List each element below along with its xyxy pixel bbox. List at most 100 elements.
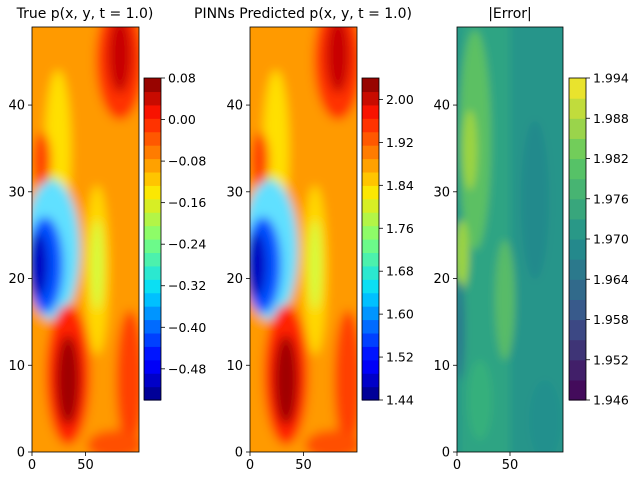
panel-2-x-tick-label: 50 (295, 458, 312, 473)
colorbar-2-swatch (362, 319, 379, 334)
colorbar-3-swatch (569, 239, 586, 260)
colorbar-1-swatch (144, 332, 161, 347)
panel-2-y-tick-label: 20 (226, 272, 243, 287)
panel-2-heatmap (250, 27, 357, 452)
colorbar-2-swatch (362, 185, 379, 200)
panel-3-title: |Error| (488, 6, 532, 22)
colorbar-1-tick-label: −0.40 (168, 320, 206, 335)
colorbar-1-swatch (144, 239, 161, 254)
colorbar-3-swatch (569, 279, 586, 300)
colorbar-3-swatch (569, 259, 586, 280)
panel-1-y-axis: 0 10 20 30 40 (8, 99, 32, 461)
colorbar-2-tick-label: 1.68 (386, 264, 414, 279)
colorbar-2-swatch (362, 373, 379, 388)
colorbar-1-swatch (144, 171, 161, 186)
panel-3-heatmap (457, 27, 563, 452)
colorbar-2-swatch (362, 198, 379, 213)
colorbar-2-swatch (362, 265, 379, 280)
colorbar-3-swatch (569, 319, 586, 341)
panel-2-x-axis: 0 50 (246, 452, 312, 473)
colorbar-2-tick-label: 1.52 (386, 350, 414, 365)
colorbar-2-swatch (362, 386, 379, 401)
colorbar-3-swatch (569, 178, 586, 200)
colorbar-1-tick-label: 0.08 (168, 71, 196, 86)
panel-2-y-axis: 0 10 20 30 40 (226, 99, 250, 461)
colorbar-1-swatch (144, 104, 161, 119)
colorbar-2-swatch (362, 212, 379, 227)
colorbar-2-swatch (362, 279, 379, 294)
panel-3-x-axis: 0 50 (453, 452, 518, 473)
colorbar-1-swatch (144, 279, 161, 294)
panel-3-x-tick-label: 0 (453, 458, 461, 473)
colorbar-3-tick-label: 1.994 (593, 71, 629, 86)
colorbar-3-tick-label: 1.988 (593, 111, 629, 126)
panel-2-y-tick-label: 40 (226, 99, 243, 114)
colorbar-2-tick-label: 1.44 (386, 393, 414, 408)
colorbar-2-swatch (362, 225, 379, 240)
colorbar-2-swatch (362, 306, 379, 321)
colorbar-3-tick-label: 1.970 (593, 232, 629, 247)
panel-2-title: PINNs Predicted p(x, y, t = 1.0) (194, 6, 412, 22)
colorbar-2-frame (361, 77, 380, 401)
colorbar-2-swatch (362, 91, 379, 106)
colorbar-2-tick-label: 1.92 (386, 135, 414, 150)
colorbar-1: 0.08 0.00 −0.08 −0.16 −0.24 −0.32 −0.40 −0.48 (143, 71, 206, 401)
colorbar-2-swatch (362, 158, 379, 173)
colorbar-1-frame (143, 77, 162, 401)
panel-3-x-tick-label: 50 (502, 458, 519, 473)
panel-1-heatmap (32, 27, 139, 452)
colorbar-2-swatch (362, 292, 379, 307)
colorbar-3-tick-label: 1.982 (593, 151, 629, 166)
panel-1-frame (31, 26, 140, 453)
colorbar-2-swatch (362, 145, 379, 160)
panel-1-x-tick-label: 50 (77, 458, 94, 473)
colorbar-3-tick-label: 1.946 (593, 393, 629, 408)
colorbar-1-swatch (144, 131, 161, 146)
panel-2-frame (249, 26, 358, 453)
colorbar-1-swatch (144, 359, 161, 374)
colorbar-1-swatch (144, 198, 161, 213)
colorbar-2-swatch (362, 131, 379, 146)
colorbar-3-swatch (569, 118, 586, 139)
panel-1-y-tick-label: 30 (8, 185, 25, 200)
panel-1-y-tick-label: 40 (8, 99, 25, 114)
colorbar-3-swatch (569, 379, 586, 401)
colorbar-3-swatch (569, 78, 586, 99)
colorbar-1-swatch (144, 78, 161, 93)
colorbar-1-tick-label: −0.24 (168, 237, 206, 252)
colorbar-1-swatch (144, 292, 161, 307)
colorbar-2-tick-label: 1.60 (386, 307, 414, 322)
panel-1-y-tick-label: 0 (17, 446, 25, 461)
colorbar-3-swatch (569, 339, 586, 361)
colorbar-3-swatch (569, 98, 586, 119)
panel-3-y-tick-label: 0 (442, 446, 450, 461)
colorbar-1-swatch (144, 306, 161, 321)
colorbar-1-swatch (144, 158, 161, 173)
colorbar-1-swatch (144, 319, 161, 334)
colorbar-3-swatch (569, 158, 586, 180)
colorbar-1-swatch (144, 185, 161, 200)
panel-3-y-tick-label: 10 (433, 359, 450, 374)
colorbar-1-tick-label: −0.16 (168, 195, 206, 210)
colorbar-1-tick-label: 0.00 (168, 112, 196, 127)
colorbar-2-swatch (362, 78, 379, 93)
colorbar-3-swatch (569, 218, 586, 240)
colorbar-2-swatch (362, 359, 379, 374)
panel-2-y-tick-label: 30 (226, 185, 243, 200)
colorbar-3-swatch (569, 359, 586, 381)
colorbar-1-swatch (144, 252, 161, 267)
panel-2-x-tick-label: 0 (246, 458, 254, 473)
colorbar-1-swatch (144, 91, 161, 106)
colorbar-3-tick-label: 1.976 (593, 191, 629, 206)
panel-1-y-tick-label: 10 (8, 359, 25, 374)
colorbar-2-tick-label: 1.84 (386, 178, 414, 193)
panel-3-frame (456, 26, 564, 453)
colorbar-3-swatch (569, 299, 586, 321)
colorbar-3-swatch (569, 138, 586, 160)
panel-1-x-tick-label: 0 (28, 458, 36, 473)
colorbar-1-swatch (144, 145, 161, 160)
colorbar-1-swatch (144, 118, 161, 133)
colorbar-1-swatch (144, 212, 161, 227)
colorbar-3-tick-label: 1.958 (593, 312, 629, 327)
